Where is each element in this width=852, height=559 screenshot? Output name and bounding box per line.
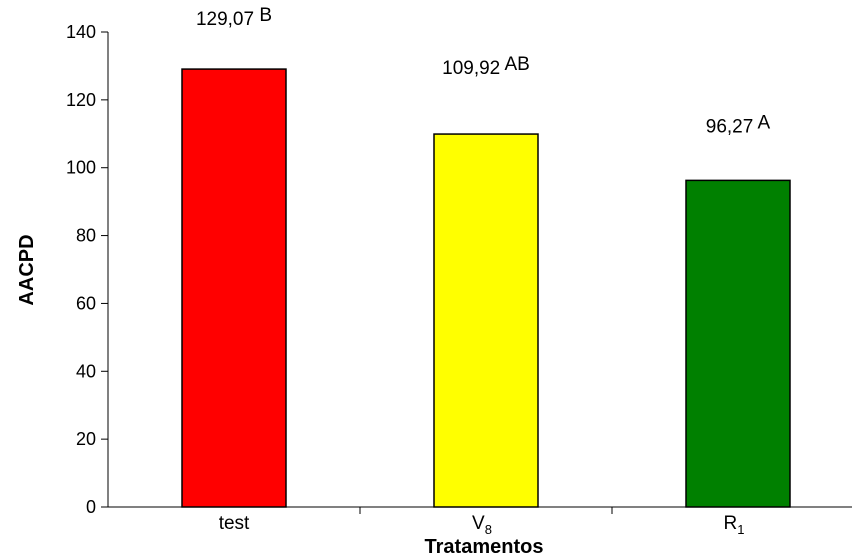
- x-tick-label: R1: [724, 513, 745, 537]
- bar-V8: [433, 133, 539, 508]
- x-tick-label: test: [219, 513, 250, 534]
- bar-test: [181, 68, 287, 508]
- data-label-letter: AB: [504, 54, 529, 75]
- data-label: 129,07 B: [196, 5, 272, 30]
- bar-R1: [685, 179, 791, 508]
- y-tick-label: 20: [76, 429, 96, 449]
- plot-area: 0 20 40 60 80 100 120 140 test 129,07 B V8 109,92 A…: [66, 5, 852, 537]
- x-axis-title: Tratamentos: [425, 536, 544, 558]
- y-tick-label: 0: [86, 497, 96, 517]
- x-tick-label-subscript: 8: [485, 522, 492, 537]
- y-tick-label: 60: [76, 293, 96, 313]
- y-tick-label: 120: [66, 90, 96, 110]
- x-tick-label-subscript: 1: [737, 522, 744, 537]
- data-label-letter: A: [758, 112, 771, 133]
- data-label: 109,92 AB: [442, 54, 530, 79]
- data-label-letter: B: [259, 5, 272, 26]
- y-tick-label: 80: [76, 226, 96, 246]
- y-tick-label: 140: [66, 22, 96, 42]
- x-tick-label: V8: [472, 513, 492, 537]
- y-tick-label: 100: [66, 158, 96, 178]
- y-axis-title: AACPD: [16, 234, 38, 305]
- y-tick-label: 40: [76, 361, 96, 381]
- data-label: 96,27 A: [706, 112, 771, 137]
